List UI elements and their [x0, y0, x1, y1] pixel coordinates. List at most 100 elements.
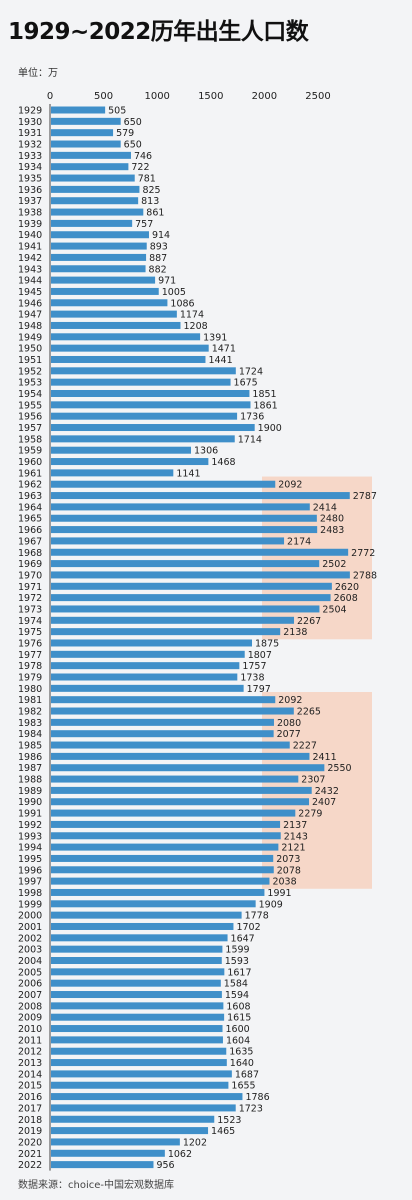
year-label: 1938 [18, 208, 42, 219]
year-label: 1963 [18, 491, 42, 502]
bar-1944 [51, 276, 156, 284]
year-label: 1951 [18, 355, 42, 366]
bar-1950 [51, 344, 209, 352]
year-label: 1977 [18, 650, 42, 661]
value-label: 1005 [162, 287, 186, 298]
value-label: 2143 [284, 831, 308, 842]
year-label: 1953 [18, 378, 42, 389]
year-label: 1979 [18, 673, 42, 684]
value-label: 813 [141, 196, 159, 207]
bar-2017 [51, 1104, 236, 1112]
bar-1980 [51, 684, 244, 692]
year-label: 1952 [18, 366, 42, 377]
year-label: 2022 [18, 1160, 42, 1171]
year-label: 2017 [18, 1103, 42, 1114]
value-label: 1647 [231, 933, 255, 944]
value-label: 781 [138, 174, 156, 185]
value-label: 746 [134, 151, 152, 162]
bar-1988 [51, 775, 299, 783]
value-label: 1786 [245, 1092, 269, 1103]
bar-1992 [51, 820, 281, 828]
bar-1937 [51, 197, 139, 205]
value-label: 2407 [312, 797, 336, 808]
year-label: 2021 [18, 1149, 42, 1160]
bar-1958 [51, 435, 235, 443]
bar-1967 [51, 537, 285, 545]
value-label: 1640 [230, 1058, 254, 1069]
year-label: 1937 [18, 196, 42, 207]
value-label: 2480 [320, 514, 344, 525]
year-label: 2009 [18, 1013, 42, 1024]
year-label: 1942 [18, 253, 42, 264]
year-label: 1999 [18, 899, 42, 910]
value-label: 882 [149, 264, 167, 275]
year-label: 1980 [18, 684, 42, 695]
value-label: 2787 [353, 491, 377, 502]
year-label: 1995 [18, 854, 42, 865]
bar-1975 [51, 628, 281, 636]
year-label: 1936 [18, 185, 42, 196]
year-label: 1984 [18, 729, 42, 740]
x-tick-label: 1500 [198, 91, 223, 102]
bar-1989 [51, 786, 312, 794]
value-label: 2279 [298, 809, 322, 820]
x-tick-label: 2500 [305, 91, 330, 102]
value-label: 1441 [208, 355, 232, 366]
value-label: 1468 [211, 457, 235, 468]
value-label: 1635 [229, 1047, 253, 1058]
year-label: 1972 [18, 593, 42, 604]
year-label: 2020 [18, 1137, 42, 1148]
value-label: 2483 [320, 525, 344, 536]
value-label: 722 [131, 162, 149, 173]
value-label: 2411 [312, 752, 336, 763]
bar-1946 [51, 299, 168, 307]
bar-2014 [51, 1070, 232, 1078]
value-label: 1675 [234, 378, 258, 389]
bar-1993 [51, 832, 281, 840]
value-label: 1724 [239, 366, 263, 377]
bar-1957 [51, 424, 255, 432]
year-label: 2014 [18, 1069, 42, 1080]
value-label: 2620 [335, 582, 359, 593]
year-label: 2003 [18, 945, 42, 956]
value-label: 2077 [277, 729, 301, 740]
value-label: 914 [152, 230, 170, 241]
value-label: 861 [146, 208, 164, 219]
value-label: 2137 [283, 820, 307, 831]
year-label: 1987 [18, 763, 42, 774]
bar-1949 [51, 333, 201, 341]
bar-1985 [51, 741, 290, 749]
year-label: 2018 [18, 1115, 42, 1126]
value-label: 1306 [194, 446, 218, 457]
year-label: 1948 [18, 321, 42, 332]
year-label: 1997 [18, 877, 42, 888]
bar-1959 [51, 446, 192, 454]
bar-1991 [51, 809, 296, 817]
bar-1965 [51, 514, 317, 522]
year-label: 1941 [18, 242, 42, 253]
year-label: 1976 [18, 638, 42, 649]
value-label: 1738 [240, 673, 264, 684]
value-label: 1062 [168, 1149, 192, 1160]
bar-2013 [51, 1059, 227, 1067]
bar-1952 [51, 367, 236, 375]
value-label: 1851 [252, 389, 276, 400]
bar-1982 [51, 707, 294, 715]
year-label: 1962 [18, 480, 42, 491]
bar-1938 [51, 208, 144, 216]
value-label: 1599 [225, 945, 249, 956]
bar-2005 [51, 968, 225, 976]
bar-2012 [51, 1047, 227, 1055]
bar-1930 [51, 117, 121, 125]
value-label: 2502 [322, 559, 346, 570]
year-label: 1994 [18, 843, 42, 854]
year-label: 2007 [18, 990, 42, 1001]
year-label: 1944 [18, 276, 42, 287]
value-label: 956 [156, 1160, 174, 1171]
value-label: 1797 [247, 684, 271, 695]
year-label: 1985 [18, 741, 42, 752]
value-label: 1991 [267, 888, 291, 899]
year-label: 1949 [18, 332, 42, 343]
value-label: 2121 [281, 843, 305, 854]
